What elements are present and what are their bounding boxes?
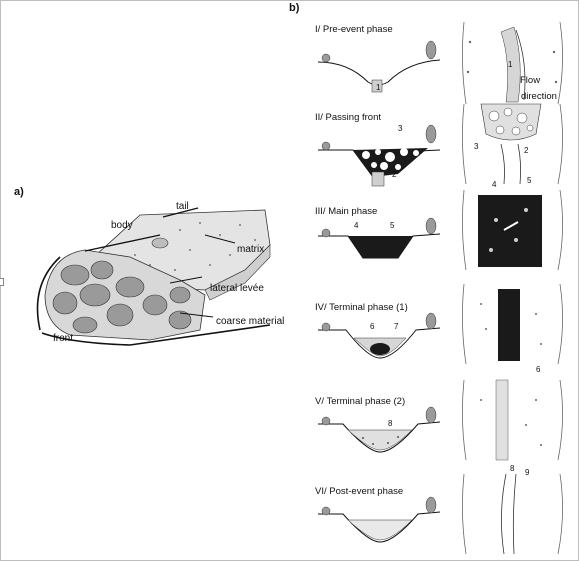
xs5-num-8: 8 xyxy=(388,419,393,428)
cross-section-3 xyxy=(318,217,441,259)
plan-view-1 xyxy=(462,21,563,105)
cross-section-1 xyxy=(317,40,441,93)
plan-view-4 xyxy=(462,283,563,365)
label-matrix: matrix xyxy=(237,244,265,255)
panel-a-label: a) xyxy=(14,186,24,198)
xs3-num-4: 4 xyxy=(354,221,359,230)
label-body: body xyxy=(111,220,133,231)
xs2-num-3: 3 xyxy=(398,124,403,133)
plan2-num-3: 3 xyxy=(474,142,479,151)
plan-view-2 xyxy=(462,103,563,185)
phase-6-title: VI/ Post-event phase xyxy=(315,486,404,497)
xs3-num-5: 5 xyxy=(390,221,395,230)
flow-label: Flow xyxy=(520,75,541,86)
plan3-num-5: 5 xyxy=(527,176,532,185)
phase-3-title: III/ Main phase xyxy=(315,206,378,217)
label-front: front xyxy=(53,333,74,344)
plan1-num-1: 1 xyxy=(508,60,513,69)
panel-b-label: b) xyxy=(289,2,300,14)
direction-label: direction xyxy=(521,91,557,102)
phase-4-title: IV/ Terminal phase (1) xyxy=(315,302,408,313)
phase-5-title: V/ Terminal phase (2) xyxy=(315,396,406,407)
xs1-num-1: 1 xyxy=(376,83,381,92)
debris-flow-diagram xyxy=(36,207,271,346)
label-tail: tail xyxy=(176,201,189,212)
cross-section-4 xyxy=(318,312,441,359)
cross-section-6 xyxy=(318,496,441,543)
xs4-num-7: 7 xyxy=(394,322,399,331)
label-lateral-levee: lateral levée xyxy=(210,283,264,294)
cross-section-2 xyxy=(318,124,441,187)
cross-section-5 xyxy=(318,406,441,453)
xs4-num-6: 6 xyxy=(370,322,375,331)
edge-marker xyxy=(0,278,4,286)
plan6-num-8: 8 xyxy=(510,464,515,473)
plan4-num-6: 6 xyxy=(536,365,541,374)
label-coarse-material: coarse material xyxy=(216,316,285,327)
phase-2-title: II/ Passing front xyxy=(315,112,382,123)
plan3-num-4: 4 xyxy=(492,180,497,189)
phase-1-title: I/ Pre-event phase xyxy=(315,24,393,35)
plan2-num-2: 2 xyxy=(524,146,529,155)
plan-view-3 xyxy=(462,189,563,271)
plan-view-5 xyxy=(462,379,563,461)
plan-view-6 xyxy=(462,473,563,555)
xs2-num-2: 2 xyxy=(392,170,397,179)
plan6-num-9: 9 xyxy=(525,468,530,477)
